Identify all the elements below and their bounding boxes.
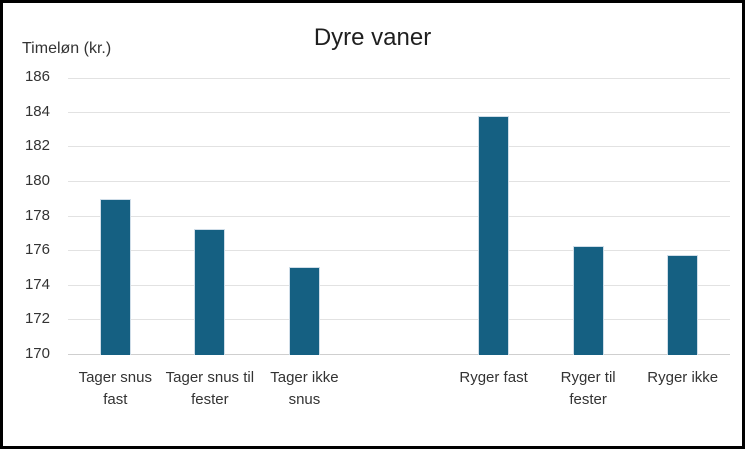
chart-title: Dyre vaner (313, 24, 432, 51)
y-tick-label: 176 (24, 241, 50, 259)
bar-ryger-ikke (667, 254, 699, 355)
y-tick-label: 170 (24, 345, 50, 362)
gridline (68, 215, 730, 217)
x-axis-label: Ryger ikke (647, 369, 719, 386)
gridline (68, 78, 730, 79)
x-axis-line (68, 354, 730, 355)
y-tick-label: 178 (24, 206, 50, 224)
bar-ryger-til-fester (572, 245, 604, 355)
bar-ryger-fast (478, 116, 510, 355)
gridline (68, 146, 730, 148)
x-axis-label: Ryger fast (459, 369, 528, 386)
bar-tager-snus-fast (99, 199, 131, 355)
bar-tager-ikke-snus (288, 266, 320, 355)
y-tick-label: 184 (24, 102, 50, 120)
gridline (68, 111, 730, 113)
x-axis-labels: Tager snus fast Tager snus til fester Tage… (3, 367, 742, 427)
y-tick-label: 172 (24, 310, 50, 328)
gridline (68, 180, 730, 182)
bar-tager-snus-til-fester (194, 228, 226, 355)
x-axis-label: Tager snus fast (78, 369, 152, 408)
y-tick-label: 186 (24, 68, 50, 85)
plot-area (68, 78, 730, 355)
y-tick-label: 180 (24, 171, 50, 189)
gridline (68, 250, 730, 252)
x-axis-label: Tager ikke snus (270, 369, 339, 408)
gridline (68, 284, 730, 286)
y-tick-label: 174 (24, 275, 50, 293)
y-tick-label: 182 (24, 137, 50, 155)
y-axis-title: Timeløn (kr.) (22, 40, 112, 57)
x-axis-label: Ryger til fester (560, 369, 616, 408)
x-axis-label: Tager snus til fester (165, 369, 255, 408)
gridline (68, 319, 730, 321)
